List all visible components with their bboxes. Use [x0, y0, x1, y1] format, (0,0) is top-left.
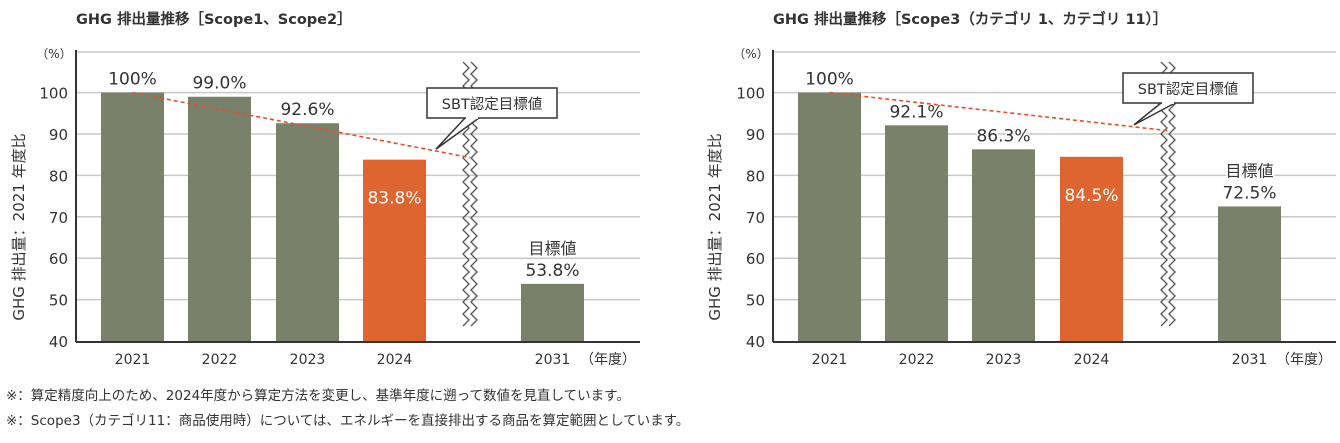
- data-label: 100%: [805, 70, 854, 90]
- chart-title: GHG 排出量推移［Scope1、Scope2］: [76, 10, 352, 28]
- y-tick-label: 50: [746, 292, 765, 310]
- footnote-2: ※：Scope3（カテゴリ11：商品使用時）については、エネルギーを直接排出する…: [6, 413, 690, 429]
- bar-2031: [1218, 206, 1281, 341]
- y-tick-label: 100: [736, 85, 765, 103]
- data-label: 99.0%: [192, 74, 246, 94]
- bar-2021: [101, 92, 164, 341]
- x-unit-label: （年度）: [580, 352, 636, 368]
- y-unit-label: （%）: [733, 47, 768, 61]
- x-tick-label: 2021: [115, 352, 151, 368]
- x-unit-label: （年度）: [1276, 352, 1332, 368]
- target-label: 目標値: [528, 239, 576, 258]
- sbt-target-line: [829, 91, 1169, 132]
- y-tick-label: 40: [49, 333, 68, 351]
- data-label: 86.3%: [976, 126, 1030, 146]
- bar-2024: [363, 159, 426, 341]
- bar-2021: [798, 92, 861, 341]
- y-unit-label: （%）: [36, 47, 71, 61]
- x-tick-label: 2023: [290, 352, 326, 368]
- callout-pointer: [435, 117, 480, 150]
- target-label: 目標値: [1225, 161, 1273, 180]
- y-tick-label: 80: [746, 167, 765, 185]
- y-tick-label: 60: [49, 250, 68, 268]
- y-tick-label: 50: [49, 292, 68, 310]
- bar-2022: [188, 96, 251, 342]
- y-tick-label: 80: [49, 167, 68, 185]
- y-axis-label: GHG 排出量：2021 年度比: [706, 133, 724, 320]
- x-tick-label: 2024: [377, 352, 413, 368]
- chart-title: GHG 排出量推移［Scope3（カテゴリ 1、カテゴリ 11）］: [773, 10, 1167, 28]
- y-axis-label: GHG 排出量：2021 年度比: [10, 133, 28, 320]
- sbt-target-label: SBT認定目標値: [1138, 81, 1239, 98]
- bar-2024: [1060, 156, 1123, 341]
- callout-pointer: [1133, 102, 1176, 126]
- bar-2023: [972, 149, 1035, 341]
- x-tick-label: 2023: [986, 352, 1022, 368]
- x-tick-label: 2022: [899, 352, 935, 368]
- x-tick-label: 2022: [202, 352, 238, 368]
- x-tick-label: 2021: [812, 352, 848, 368]
- data-label: 83.8%: [367, 189, 421, 209]
- data-label: 92.1%: [889, 102, 943, 122]
- x-tick-label: 2031: [535, 352, 571, 368]
- data-label: 53.8%: [525, 261, 579, 281]
- footnote-1: ※：算定精度向上のため、2024年度から算定方法を変更し、基準年度に遡って数値を…: [6, 388, 630, 404]
- callout-box: [1122, 72, 1254, 104]
- sbt-target-label: SBT認定目標値: [442, 96, 543, 113]
- y-tick-label: 70: [49, 209, 68, 227]
- callout-box: [426, 87, 558, 119]
- y-tick-label: 40: [746, 333, 765, 351]
- y-tick-label: 70: [746, 209, 765, 227]
- sbt-target-line: [132, 91, 471, 159]
- data-label: 72.5%: [1222, 183, 1276, 203]
- bar-2031: [521, 283, 584, 341]
- y-tick-label: 90: [746, 126, 765, 144]
- data-label: 92.6%: [280, 100, 334, 120]
- bar-2023: [276, 123, 339, 342]
- y-tick-label: 60: [746, 250, 765, 268]
- y-tick-label: 100: [39, 85, 68, 103]
- x-tick-label: 2031: [1232, 352, 1268, 368]
- y-tick-label: 90: [49, 126, 68, 144]
- data-label: 84.5%: [1064, 186, 1118, 206]
- data-label: 100%: [108, 70, 157, 90]
- x-tick-label: 2024: [1074, 352, 1110, 368]
- bar-2022: [885, 125, 948, 341]
